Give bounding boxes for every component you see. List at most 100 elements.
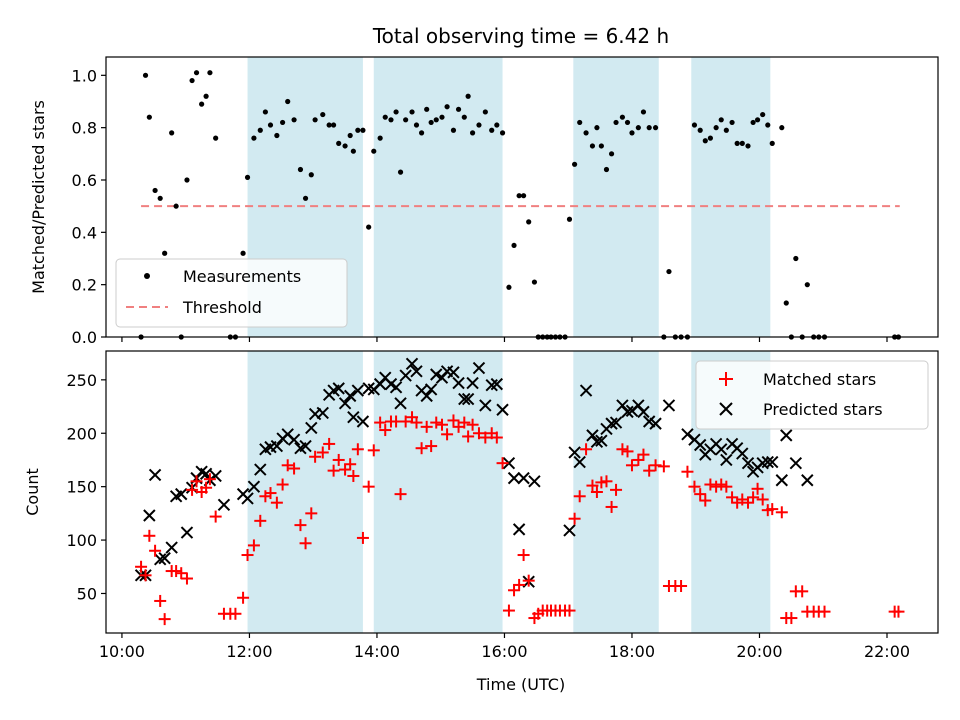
counts-x-ticks: 10:00 12:00 14:00 16:00 18:00 20:00 22:00: [99, 633, 910, 661]
matched-star-point: [209, 510, 222, 523]
matched-star-point: [379, 424, 392, 437]
legend-measurement-marker: [144, 273, 150, 279]
y-tick-label: 200: [66, 424, 97, 443]
measurement-point: [267, 122, 274, 128]
measurement-point: [713, 125, 719, 131]
measurement-point: [285, 98, 291, 105]
matched-star-point: [472, 427, 485, 440]
matched-star-point: [502, 604, 515, 617]
measurement-point: [750, 119, 756, 126]
predicted-star-point: [305, 421, 318, 435]
matched-star-point: [410, 416, 423, 429]
matched-star-point: [616, 443, 629, 456]
measurement-point: [520, 193, 527, 199]
matched-star-point: [425, 440, 438, 453]
measurement-point: [350, 148, 356, 154]
ratio-axes-frame: [105, 56, 939, 338]
predicted-star-point: [424, 383, 438, 396]
measurement-point: [428, 119, 434, 126]
predicted-star-point: [394, 397, 407, 410]
matched-star-point: [600, 475, 613, 488]
measurement-point: [691, 122, 698, 128]
measurement-point: [594, 125, 600, 131]
matched-star-point: [170, 565, 183, 578]
measurement-point: [760, 111, 766, 118]
predicted-star-point: [254, 463, 267, 476]
predicted-star-point: [458, 392, 471, 406]
measurement-point: [804, 282, 810, 288]
matched-star-point: [726, 491, 739, 504]
matched-star-point: [479, 431, 492, 444]
matched-star-point: [200, 481, 213, 494]
measurement-point: [433, 117, 439, 123]
good-time-window: [573, 57, 659, 337]
measurement-point: [173, 203, 179, 209]
predicted-star-point: [512, 523, 526, 536]
counts-y-ticks: 50 100 150 200 250: [66, 371, 106, 603]
matched-star-point: [458, 416, 471, 429]
predicted-star-point: [568, 446, 581, 459]
measurement-point: [336, 140, 342, 146]
matched-star-point: [254, 514, 267, 527]
matched-star-point: [190, 475, 203, 488]
predicted-star-point: [586, 429, 599, 442]
good-time-window: [373, 57, 503, 337]
predicted-star-point: [405, 357, 419, 371]
matched-star-point: [688, 480, 701, 493]
measurement-point: [697, 127, 703, 133]
predicted-star-point: [681, 428, 694, 441]
predicted-star-point: [143, 509, 156, 522]
matched-star-point: [276, 478, 289, 491]
predicted-star-point: [287, 433, 301, 446]
predicted-star-point: [299, 439, 312, 453]
measurement-point: [331, 122, 337, 128]
measurement-point: [450, 127, 457, 133]
matched-star-point: [158, 613, 171, 626]
matched-stars-points: [135, 411, 905, 626]
ratio-x-ticks: [121, 337, 888, 342]
matched-star-point: [186, 483, 199, 496]
predicted-star-point: [693, 438, 707, 452]
matched-star-point: [135, 560, 148, 573]
measurement-point: [312, 117, 318, 123]
measurement-point: [152, 187, 158, 194]
predicted-star-point: [420, 389, 433, 403]
x-tick-label: 12:00: [226, 642, 272, 661]
measurement-point: [613, 119, 619, 126]
y-tick-label: 150: [66, 478, 97, 497]
predicted-star-point: [148, 468, 162, 482]
matched-star-point: [490, 431, 503, 444]
matched-star-point: [694, 488, 707, 501]
measurement-point: [257, 127, 263, 133]
matched-star-point: [327, 464, 340, 477]
measurement-point: [783, 300, 789, 306]
matched-star-point: [766, 503, 779, 516]
predicted-star-point: [490, 377, 504, 391]
predicted-star-point: [662, 399, 676, 412]
matched-star-point: [139, 569, 152, 582]
predicted-star-point: [801, 474, 814, 487]
measurement-point: [629, 130, 635, 136]
matched-star-point: [522, 574, 535, 587]
measurement-point: [424, 106, 430, 112]
matched-star-point: [462, 430, 475, 443]
matched-star-point: [241, 549, 254, 562]
matched-star-point: [742, 496, 755, 509]
predicted-star-point: [332, 382, 345, 395]
predicted-stars-points: [134, 357, 814, 588]
ratio-y-ticks: 0.0 0.2 0.4 0.6 0.8 1.0: [72, 66, 106, 347]
matched-star-point: [447, 414, 460, 427]
matched-star-point: [351, 443, 364, 456]
matched-star-point: [508, 584, 521, 597]
matched-star-point: [610, 483, 623, 496]
chart-title: Total observing time = 6.42 h: [372, 24, 669, 48]
predicted-star-point: [502, 456, 516, 470]
legend-predicted-label: Predicted stars: [763, 400, 883, 419]
matched-star-point: [288, 462, 301, 475]
predicted-star-point: [479, 399, 492, 412]
predicted-star-point: [780, 429, 793, 442]
predicted-star-point: [605, 417, 618, 430]
counts-panel: 50 100 150 200 250 10:00 12:00 14:00 16:00 18:00…: [23, 350, 939, 694]
measurement-point: [646, 125, 652, 131]
